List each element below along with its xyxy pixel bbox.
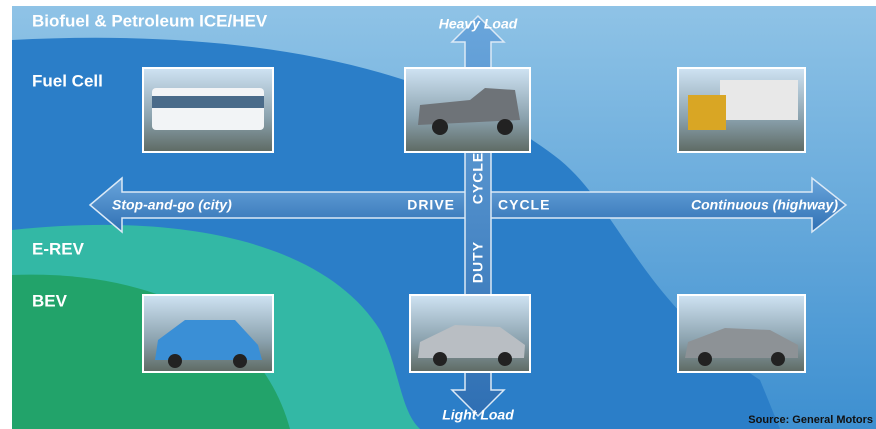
axis-caption: CYCLE bbox=[498, 197, 550, 213]
axis-label: Continuous (highway) bbox=[691, 197, 838, 213]
photo-small-car bbox=[142, 294, 274, 373]
photo-sedan bbox=[677, 294, 806, 373]
photo-bus bbox=[142, 67, 274, 153]
region-label: BEV bbox=[32, 291, 68, 310]
source-note: Source: General Motors bbox=[748, 414, 873, 426]
photo-truck bbox=[677, 67, 806, 153]
axis-caption: CYCLE bbox=[470, 152, 486, 204]
region-label: Fuel Cell bbox=[32, 71, 103, 90]
axis-label: Stop-and-go (city) bbox=[112, 197, 232, 213]
axis-caption: DRIVE bbox=[407, 197, 455, 213]
axis-caption: DUTY bbox=[470, 241, 486, 283]
photo-pickup bbox=[404, 67, 531, 153]
photo-volt bbox=[409, 294, 531, 373]
axis-label: Heavy Load bbox=[439, 16, 518, 32]
region-label: Biofuel & Petroleum ICE/HEV bbox=[32, 11, 268, 30]
axis-label: Light Load bbox=[442, 407, 514, 423]
region-label: E-REV bbox=[32, 239, 85, 258]
